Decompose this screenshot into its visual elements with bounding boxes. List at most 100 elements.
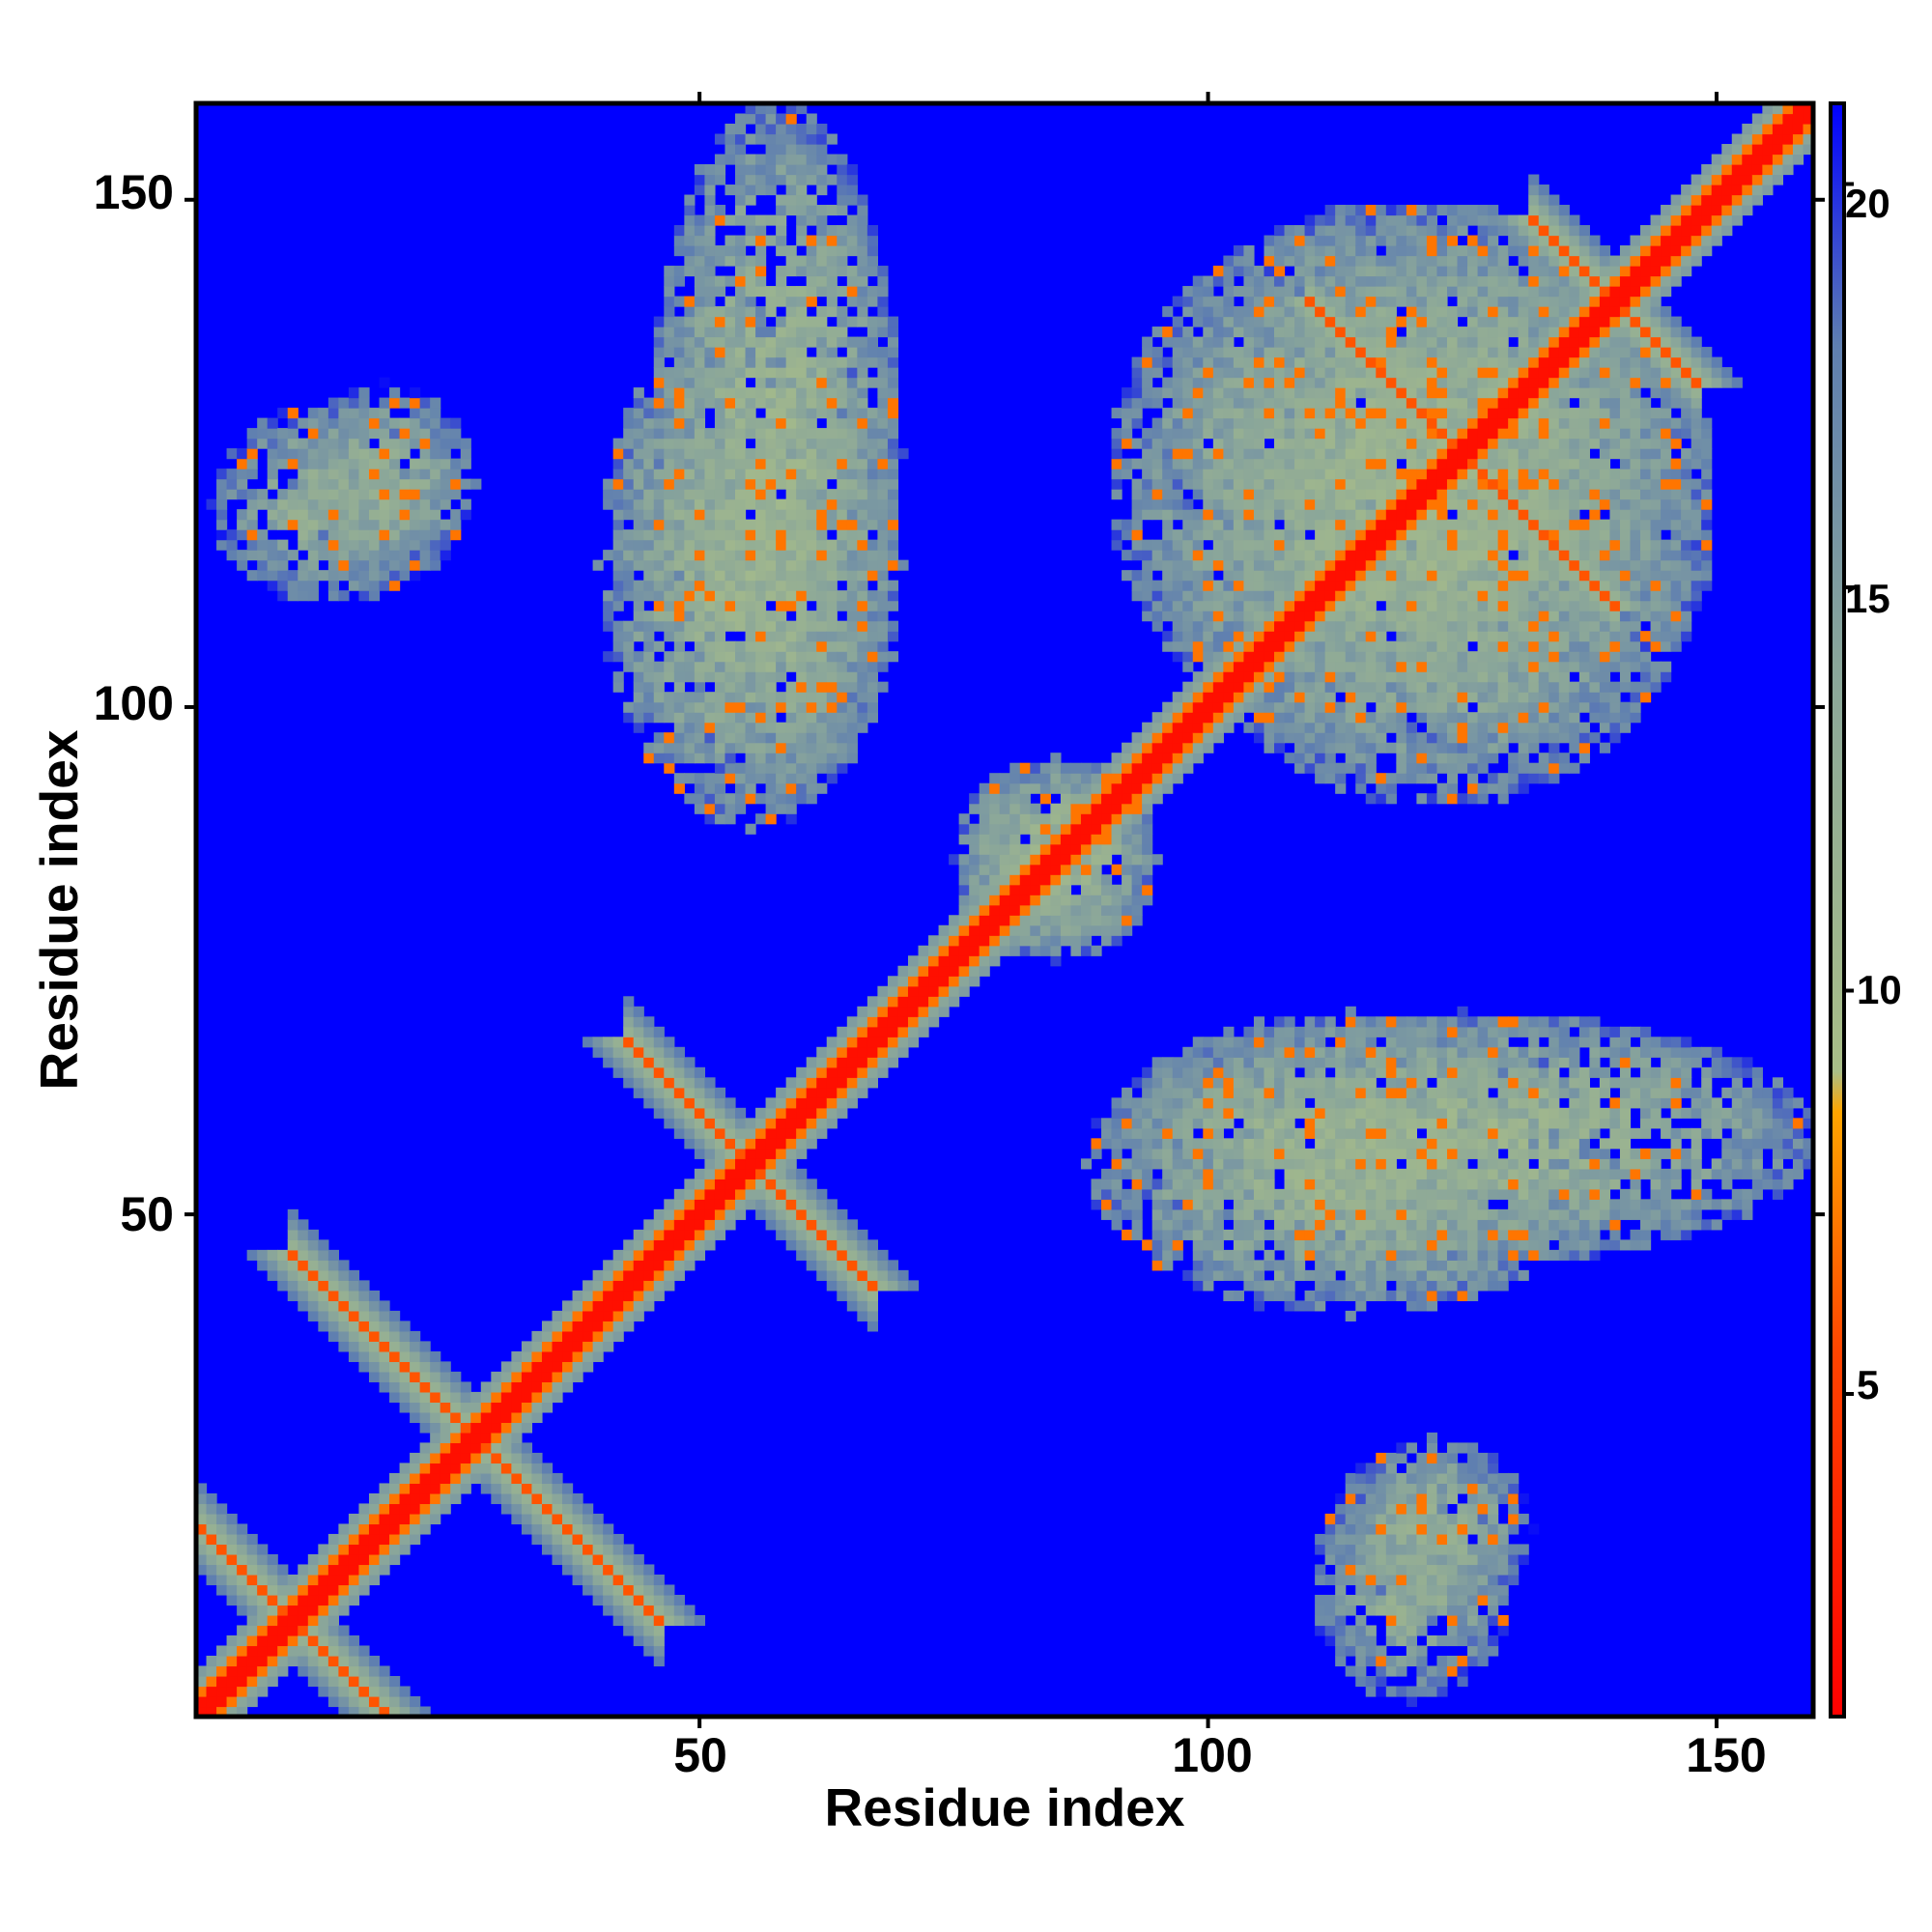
heatmap-cell	[1192, 286, 1204, 298]
heatmap-cell	[664, 1087, 675, 1098]
heatmap-cell	[327, 580, 339, 591]
heatmap-cell	[1324, 1188, 1336, 1200]
heatmap-cell	[1243, 1097, 1255, 1109]
heatmap-cell	[643, 408, 655, 419]
heatmap-cell	[664, 1605, 675, 1616]
heatmap-cell	[1203, 478, 1214, 490]
heatmap-cell	[1131, 1107, 1143, 1119]
heatmap-cell	[745, 773, 756, 784]
heatmap-cell	[1335, 1138, 1347, 1150]
heatmap-cell	[826, 225, 838, 237]
heatmap-cell	[887, 590, 899, 602]
heatmap-cell	[257, 1564, 269, 1576]
heatmap-cell	[745, 661, 756, 672]
heatmap-cell	[785, 1107, 797, 1119]
heatmap-cell	[1142, 874, 1153, 886]
heatmap-cell	[419, 417, 431, 429]
heatmap-cell	[857, 469, 868, 480]
heatmap-cell	[368, 1330, 381, 1342]
heatmap-cell	[1122, 1097, 1133, 1109]
heatmap-cell	[1294, 1046, 1306, 1058]
heatmap-cell	[816, 570, 828, 582]
heatmap-cell	[714, 448, 726, 460]
heatmap-cell	[623, 1574, 635, 1586]
heatmap-cell	[826, 1066, 838, 1078]
heatmap-cell	[877, 408, 889, 419]
heatmap-cell	[1243, 387, 1255, 399]
heatmap-cell	[1019, 884, 1031, 895]
heatmap-cell	[1182, 692, 1194, 703]
heatmap-cell	[440, 529, 451, 541]
heatmap-cell	[765, 722, 777, 733]
heatmap-cell	[704, 1077, 716, 1089]
heatmap-cell	[1274, 397, 1286, 409]
heatmap-cell	[379, 1300, 390, 1312]
heatmap-cell	[552, 1533, 563, 1546]
heatmap-cell	[1212, 397, 1224, 409]
heatmap-cell	[653, 387, 665, 399]
heatmap-cell	[887, 367, 899, 379]
heatmap-cell	[1182, 1179, 1194, 1190]
heatmap-cell	[816, 1229, 828, 1240]
heatmap-cell	[837, 570, 848, 582]
heatmap-cell	[348, 1544, 360, 1555]
heatmap-cell	[1243, 1037, 1255, 1048]
heatmap-cell	[714, 255, 726, 267]
heatmap-cell	[735, 356, 747, 368]
heatmap-cell	[887, 377, 899, 388]
heatmap-cell	[755, 1179, 767, 1190]
heatmap-cell	[1315, 600, 1326, 611]
heatmap-cell	[500, 1422, 512, 1434]
heatmap-cell	[1172, 1249, 1183, 1261]
heatmap-cell	[724, 671, 736, 683]
heatmap-cell	[837, 550, 848, 561]
heatmap-cell	[592, 1574, 604, 1586]
heatmap-cell	[1223, 316, 1235, 327]
heatmap-cell	[785, 1179, 797, 1190]
heatmap-cell	[1162, 377, 1174, 388]
heatmap-cell	[785, 377, 797, 388]
heatmap-cell	[867, 1280, 878, 1292]
heatmap-cell	[796, 732, 808, 744]
heatmap-cell	[796, 1208, 808, 1220]
heatmap-cell	[1162, 1127, 1174, 1139]
heatmap-cell	[1131, 367, 1143, 379]
heatmap-cell	[1223, 306, 1235, 318]
heatmap-cell	[1182, 550, 1194, 561]
heatmap-cell	[1324, 478, 1336, 490]
heatmap-cell	[450, 1371, 462, 1382]
heatmap-cell	[887, 600, 899, 611]
heatmap-cell	[500, 1432, 512, 1444]
heatmap-cell	[552, 1492, 563, 1505]
heatmap-cell	[307, 438, 319, 449]
heatmap-cell	[318, 1625, 329, 1636]
heatmap-cell	[776, 316, 787, 327]
heatmap-cell	[857, 1269, 868, 1281]
heatmap-cell	[1324, 509, 1336, 521]
heatmap-cell	[837, 1280, 848, 1292]
heatmap-cell	[1162, 387, 1174, 399]
heatmap-cell	[755, 235, 767, 246]
heatmap-cell	[521, 1472, 533, 1485]
heatmap-cell	[287, 1239, 298, 1251]
heatmap-cell	[735, 275, 747, 287]
heatmap-cell	[237, 1553, 248, 1566]
heatmap-cell	[1142, 884, 1153, 895]
heatmap-cell	[1324, 611, 1336, 622]
heatmap-cell	[643, 1645, 655, 1657]
heatmap-cell	[1212, 469, 1224, 480]
heatmap-cell	[897, 1016, 909, 1028]
heatmap-cell	[745, 519, 756, 530]
heatmap-cell	[664, 600, 675, 611]
heatmap-cell	[307, 1625, 319, 1636]
heatmap-cell	[338, 1544, 350, 1555]
heatmap-cell	[298, 478, 309, 490]
heatmap-cell	[704, 377, 716, 388]
heatmap-cell	[318, 1665, 329, 1677]
heatmap-cell	[694, 367, 706, 379]
heatmap-cell	[796, 255, 808, 267]
heatmap-cell	[796, 640, 808, 652]
heatmap-cell	[1223, 377, 1235, 388]
heatmap-cell	[745, 712, 756, 724]
heatmap-cell	[867, 692, 878, 703]
